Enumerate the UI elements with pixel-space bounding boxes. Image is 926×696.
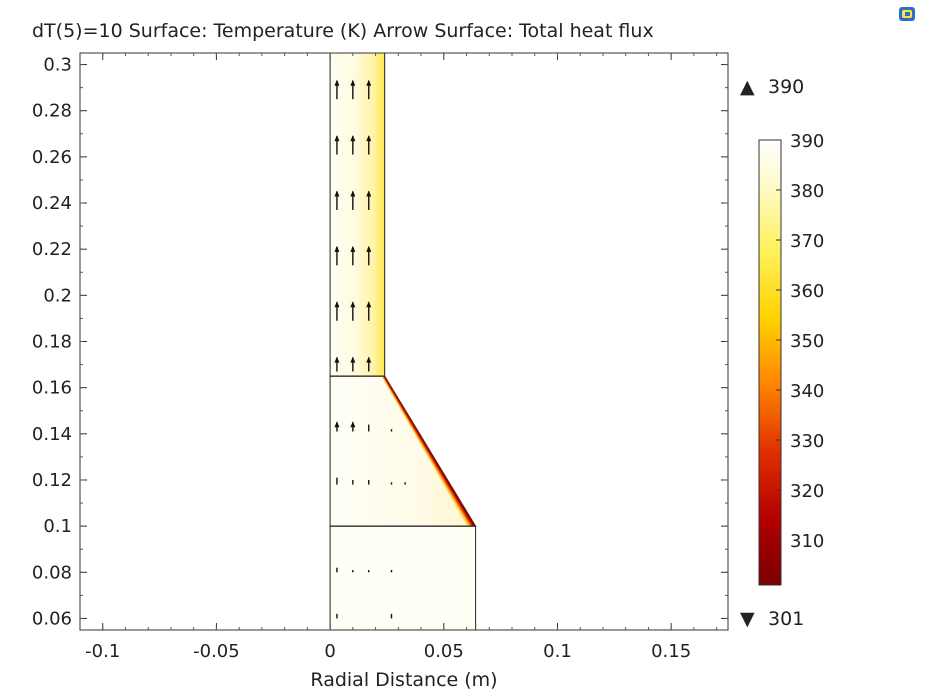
- colorbar-tick-label: 360: [790, 281, 824, 302]
- colorbar-tick-label: 370: [790, 231, 824, 252]
- y-tick-label: 0.18: [32, 332, 72, 353]
- colorbar-tick-label: 330: [790, 431, 824, 452]
- min-marker-icon: ▼: [740, 608, 755, 630]
- chart-title: dT(5)=10 Surface: Temperature (K) Arrow …: [32, 20, 654, 42]
- colorbar-gradient: [758, 139, 782, 586]
- y-tick-label: 0.1: [43, 516, 72, 537]
- heat-flux-arrow: [334, 79, 340, 100]
- x-tick-label: 0.1: [543, 641, 572, 662]
- colorbar-tick-label: 340: [790, 381, 824, 402]
- boundary-layer-band: [383, 376, 476, 528]
- colorbar-tick-label: 320: [790, 481, 824, 502]
- heat-flux-arrow: [366, 245, 372, 266]
- x-tick-label: 0: [324, 641, 335, 662]
- y-tick-label: 0.3: [43, 55, 72, 76]
- color-legend: ▲ 390 390 380 370 360 350 340 330 320 310 ▼ 301: [740, 76, 824, 630]
- colorbar-tick-label: 350: [790, 331, 824, 352]
- heat-flux-arrow: [366, 356, 372, 372]
- heat-flux-arrow: [366, 135, 372, 155]
- colorbar-tick-label: 380: [790, 181, 824, 202]
- y-tick-label: 0.2: [43, 285, 72, 306]
- heat-flux-arrow: [350, 421, 356, 432]
- y-tick-label: 0.28: [32, 101, 72, 122]
- y-tick-label: 0.16: [32, 378, 72, 399]
- y-axis: 0.06 0.08 0.1 0.12 0.14 0.16 0.18 0.2 0.22 0.24 0.…: [32, 55, 728, 629]
- colorbar-max-value: 390: [768, 76, 804, 98]
- x-tick-label: 0.05: [424, 641, 464, 662]
- heat-flux-arrow: [350, 356, 356, 372]
- y-tick-label: 0.26: [32, 147, 72, 168]
- max-marker-icon: ▲: [740, 76, 755, 98]
- heat-flux-arrow: [334, 190, 340, 210]
- x-axis-label: Radial Distance (m): [310, 669, 497, 691]
- colorbar-tick-label: 390: [790, 131, 824, 152]
- y-tick-label: 0.14: [32, 424, 72, 445]
- heat-flux-arrow: [366, 190, 372, 210]
- base-region: [329, 525, 477, 630]
- x-tick-label: 0.15: [651, 641, 691, 662]
- heat-flux-arrow: [334, 245, 340, 266]
- y-tick-label: 0.24: [32, 193, 72, 214]
- colorbar-ticks: 390 380 370 360 350 340 330 320 310: [776, 131, 824, 552]
- heat-flux-arrow: [350, 190, 356, 210]
- heat-flux-arrows: [334, 79, 406, 619]
- x-axis: -0.1 -0.05 0 0.05 0.1 0.15: [85, 53, 718, 662]
- heat-flux-arrow: [334, 421, 340, 432]
- heat-flux-arrow: [334, 135, 340, 155]
- colorbar-tick-label: 310: [790, 531, 824, 552]
- heat-flux-arrow: [350, 301, 356, 321]
- plot-area: [79, 52, 729, 631]
- heat-flux-arrow: [334, 301, 340, 321]
- heat-flux-arrow: [350, 79, 356, 100]
- x-tick-label: -0.1: [85, 641, 120, 662]
- heat-flux-arrow: [350, 135, 356, 155]
- heat-flux-arrow: [366, 79, 372, 100]
- temperature-field: [329, 53, 477, 630]
- heat-flux-arrow: [334, 356, 340, 372]
- plot-toolbar-icon[interactable]: [899, 7, 915, 21]
- x-tick-label: -0.05: [193, 641, 240, 662]
- y-tick-label: 0.08: [32, 562, 72, 583]
- column-region: [329, 53, 386, 377]
- y-tick-label: 0.22: [32, 239, 72, 260]
- heat-flux-arrow: [350, 245, 356, 266]
- heat-flux-arrow: [366, 301, 372, 321]
- colorbar-min-value: 301: [768, 608, 804, 630]
- y-tick-label: 0.06: [32, 608, 72, 629]
- y-tick-label: 0.12: [32, 470, 72, 491]
